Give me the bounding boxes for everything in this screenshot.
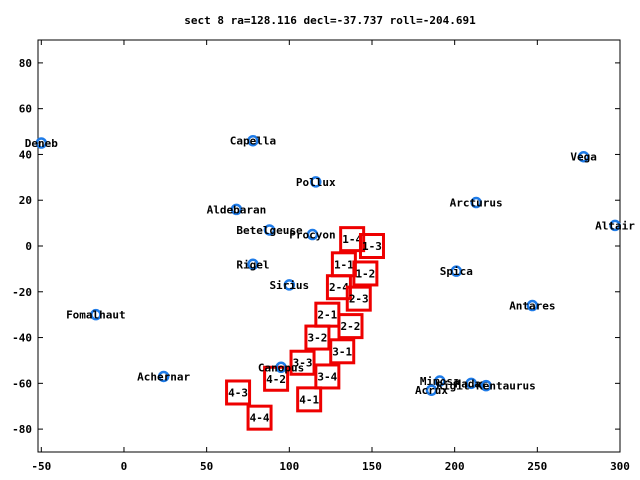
star-label: Betelgeuse <box>236 224 303 237</box>
y-tick-label: 60 <box>19 103 32 116</box>
star-label: Fomalhaut <box>66 309 126 322</box>
star-point <box>425 384 438 396</box>
star-point <box>465 377 477 390</box>
star-label: Achernar <box>137 370 190 383</box>
sector-box <box>339 226 366 253</box>
star-label: Rigil Kentaurus <box>436 380 535 393</box>
y-tick-label: 80 <box>19 57 32 70</box>
sector-box-label: 3-2 <box>307 332 327 345</box>
x-tick-label: -50 <box>31 460 51 473</box>
sector-box-label: 4-1 <box>299 393 319 406</box>
sector-box <box>352 260 379 287</box>
star-point <box>577 150 590 163</box>
star-point <box>35 137 48 149</box>
y-tick-label: -60 <box>12 377 32 390</box>
star-label: Deneb <box>25 137 58 150</box>
star-label: Acrux <box>415 384 448 397</box>
star-label: Hadar <box>455 377 488 390</box>
star-label: Arcturus <box>450 197 503 210</box>
star-label: Vega <box>570 151 597 164</box>
sector-box-label: 1-4 <box>342 233 362 246</box>
y-tick-label: -20 <box>12 286 32 299</box>
star-point <box>157 370 170 383</box>
star-label: Canopus <box>258 361 304 374</box>
star-point <box>526 299 539 312</box>
star-point <box>230 203 243 216</box>
star-point <box>283 279 296 291</box>
star-point <box>247 258 259 271</box>
y-tick-label: 20 <box>19 194 32 207</box>
sector-box <box>304 324 331 351</box>
sector-box-label: 4-3 <box>228 386 248 399</box>
star-point <box>275 361 287 374</box>
star-point <box>609 219 621 232</box>
star-point <box>450 265 463 277</box>
x-tick-label: 300 <box>610 460 630 473</box>
star-label: Sirius <box>269 279 309 292</box>
y-tick-label: -40 <box>12 332 32 345</box>
x-tick-label: 200 <box>445 460 465 473</box>
star-point <box>247 134 259 147</box>
star-point <box>434 375 446 387</box>
star-point <box>470 196 482 209</box>
axis-ticks: -50 0 50 100 150 200 250 300 -80 -60 -40 -20 0 20 40 60… <box>12 40 630 473</box>
star-label: Rigel <box>236 258 269 271</box>
chart-title: sect 8 ra=128.116 decl=-37.737 roll=-204… <box>184 14 476 27</box>
sector-box <box>289 349 316 376</box>
star-markers: Deneb Capella Vega Pollux Arcturus Aldebaran A… <box>25 135 636 397</box>
y-tick-label: 0 <box>25 240 32 253</box>
star-label: Antares <box>509 300 555 313</box>
x-tick-label: 100 <box>279 460 299 473</box>
star-label: Pollux <box>296 176 336 189</box>
sector-box <box>337 313 364 340</box>
star-label: Procyon <box>289 229 335 242</box>
sector-box-label: 2-2 <box>341 320 361 333</box>
star-label: Altair <box>595 219 635 232</box>
sector-box-label: 4-2 <box>266 373 286 386</box>
x-tick-label: 150 <box>362 460 382 473</box>
x-tick-label: 250 <box>527 460 547 473</box>
sector-box-label: 4-4 <box>250 412 270 425</box>
star-point <box>263 224 276 236</box>
star-label: Aldebaran <box>207 203 267 216</box>
sector-box-label: 1-1 <box>334 258 354 271</box>
sector-box-label: 3-1 <box>332 345 352 358</box>
sector-box <box>358 233 385 259</box>
sector-box <box>296 386 323 413</box>
star-point <box>480 379 492 392</box>
sector-box <box>329 338 356 365</box>
sector-box-label: 2-1 <box>317 309 337 322</box>
sector-box-label: 2-4 <box>329 281 349 294</box>
y-tick-label: 40 <box>19 148 32 161</box>
sector-box-label: 3-4 <box>317 370 337 383</box>
sector-box <box>246 404 273 431</box>
sector-box-label: 2-3 <box>349 293 369 306</box>
sector-box-label: 1-3 <box>362 240 382 253</box>
sector-box-label: 1-2 <box>355 267 375 280</box>
star-label: Spica <box>440 265 473 278</box>
sector-box <box>225 379 252 406</box>
star-point <box>90 308 102 321</box>
sector-box <box>345 285 372 312</box>
x-tick-label: 50 <box>200 460 213 473</box>
x-tick-label: 0 <box>121 460 128 473</box>
y-tick-label: -80 <box>12 423 32 436</box>
sector-box-label: 3-3 <box>293 357 313 370</box>
sector-box <box>314 363 341 390</box>
star-point <box>306 228 319 241</box>
star-label: Capella <box>230 135 276 148</box>
star-point <box>310 176 322 188</box>
